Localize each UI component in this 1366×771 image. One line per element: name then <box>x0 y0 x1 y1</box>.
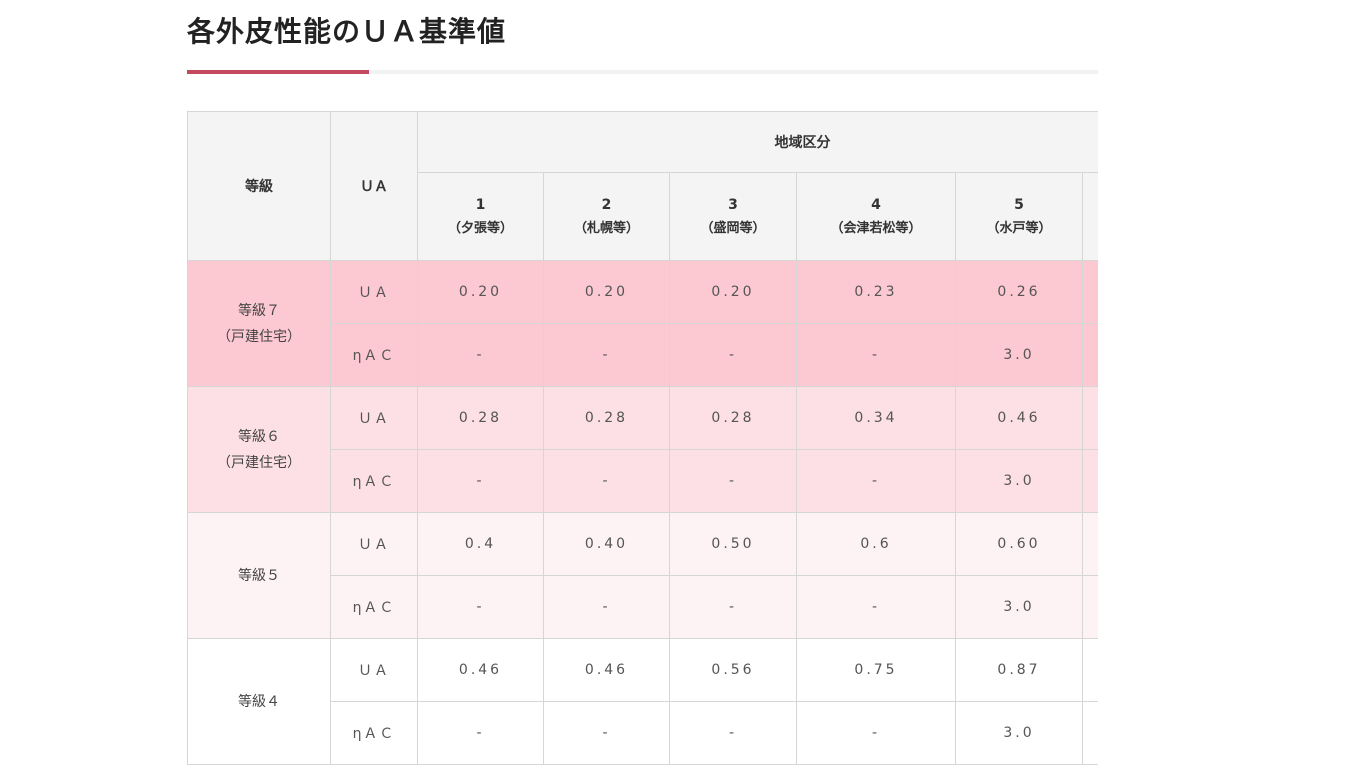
header-ua: ＵＡ <box>330 111 418 261</box>
value-cell: 0.28 <box>669 386 797 450</box>
table-row: 等級４ ＵＡ 0.46 0.46 0.56 0.75 0.87 <box>187 638 1098 765</box>
header-region-6-clipped <box>1082 172 1098 261</box>
metric-label: ηＡＣ <box>330 449 418 513</box>
table-row: 等級６ （戸建住宅） ＵＡ 0.28 0.28 0.28 0.34 0.46 <box>187 386 1098 513</box>
header-region-3: 3 （盛岡等） <box>669 172 797 261</box>
value-cell: 0.40 <box>543 512 670 576</box>
header-region-1: 1 （夕張等） <box>417 172 544 261</box>
value-cell: - <box>543 449 670 513</box>
value-cell: - <box>543 701 670 765</box>
value-cell: 0.56 <box>669 638 797 702</box>
metric-label: ＵＡ <box>330 512 418 576</box>
value-cell: 0.87 <box>955 638 1083 702</box>
value-cell: 3.0 <box>955 575 1083 639</box>
table-row: ηＡＣ - - - - 3.0 <box>188 575 1098 639</box>
table-row: 等級５ ＵＡ 0.4 0.40 0.50 0.6 0.60 <box>187 512 1098 639</box>
value-cell-clipped <box>1082 701 1098 765</box>
region-number: 1 <box>475 196 486 213</box>
value-cell: 0.6 <box>796 512 956 576</box>
table-row: 等級７ （戸建住宅） ＵＡ 0.20 0.20 0.20 0.23 0.26 <box>187 260 1098 387</box>
value-cell: - <box>796 323 956 387</box>
value-cell: 0.20 <box>417 260 544 324</box>
value-cell: 0.34 <box>796 386 956 450</box>
metric-label: ＵＡ <box>330 638 418 702</box>
region-city: （札幌等） <box>573 220 639 236</box>
header-grade: 等級 <box>187 111 331 261</box>
value-cell: 0.60 <box>955 512 1083 576</box>
table-row: ηＡＣ - - - - 3.0 <box>188 323 1098 387</box>
value-cell: 3.0 <box>955 323 1083 387</box>
metric-label: ＵＡ <box>330 260 418 324</box>
value-cell: 0.50 <box>669 512 797 576</box>
value-cell: 0.23 <box>796 260 956 324</box>
table-container: 等級 ＵＡ 地域区分 1 （夕張等） 2 （札幌等） 3 （盛岡等） 4 <box>187 111 1098 771</box>
value-cell: 0.75 <box>796 638 956 702</box>
grade-building-type: （戸建住宅） <box>217 454 301 471</box>
value-cell: 0.46 <box>543 638 670 702</box>
grade-label: 等級７ （戸建住宅） <box>187 260 331 387</box>
value-cell: - <box>796 575 956 639</box>
value-cell: 0.28 <box>417 386 544 450</box>
metric-label: ηＡＣ <box>330 575 418 639</box>
header-region-5: 5 （水戸等） <box>955 172 1083 261</box>
page-title: 各外皮性能のＵＡ基準値 <box>187 15 507 48</box>
value-cell: - <box>417 701 544 765</box>
value-cell: - <box>543 575 670 639</box>
metric-label: ηＡＣ <box>330 701 418 765</box>
grade-name: 等級４ <box>238 693 280 710</box>
region-number: 4 <box>871 196 881 213</box>
value-cell: 0.46 <box>955 386 1083 450</box>
grade-name: 等級６ <box>238 428 280 445</box>
value-cell-clipped <box>1082 260 1098 324</box>
value-cell: - <box>669 449 797 513</box>
value-cell-clipped <box>1082 386 1098 450</box>
value-cell-clipped <box>1082 323 1098 387</box>
region-city: （会津若松等） <box>830 220 922 236</box>
value-cell: 3.0 <box>955 701 1083 765</box>
value-cell: 0.20 <box>543 260 670 324</box>
metric-label: ＵＡ <box>330 386 418 450</box>
value-cell: - <box>669 701 797 765</box>
grade-label: 等級５ <box>187 512 331 639</box>
header-region-group: 地域区分 <box>417 111 1098 173</box>
value-cell: - <box>417 323 544 387</box>
header-region-2: 2 （札幌等） <box>543 172 670 261</box>
grade-label: 等級４ <box>187 638 331 765</box>
value-cell-clipped <box>1082 449 1098 513</box>
region-number: 3 <box>728 196 738 213</box>
value-cell-clipped <box>1082 638 1098 702</box>
metric-label: ηＡＣ <box>330 323 418 387</box>
grade-name: 等級７ <box>238 302 280 319</box>
value-cell: 3.0 <box>955 449 1083 513</box>
region-number: 2 <box>601 196 612 213</box>
region-city: （夕張等） <box>447 220 513 236</box>
region-city: （水戸等） <box>986 220 1052 236</box>
ua-standards-table: 等級 ＵＡ 地域区分 1 （夕張等） 2 （札幌等） 3 （盛岡等） 4 <box>187 111 1098 765</box>
value-cell-clipped <box>1082 512 1098 576</box>
title-underline-accent <box>187 70 369 74</box>
value-cell: 0.20 <box>669 260 797 324</box>
value-cell: - <box>796 449 956 513</box>
value-cell: 0.26 <box>955 260 1083 324</box>
value-cell: - <box>669 323 797 387</box>
value-cell: - <box>796 701 956 765</box>
value-cell: - <box>543 323 670 387</box>
value-cell: - <box>417 575 544 639</box>
table-row: ηＡＣ - - - - 3.0 <box>188 449 1098 513</box>
value-cell: - <box>417 449 544 513</box>
value-cell: 0.46 <box>417 638 544 702</box>
grade-building-type: （戸建住宅） <box>217 328 301 345</box>
title-underline <box>187 70 1098 74</box>
value-cell: 0.28 <box>543 386 670 450</box>
value-cell: - <box>669 575 797 639</box>
value-cell: 0.4 <box>417 512 544 576</box>
region-city: （盛岡等） <box>700 220 766 236</box>
value-cell-clipped <box>1082 575 1098 639</box>
region-number: 5 <box>1014 196 1024 213</box>
table-row: ηＡＣ - - - - 3.0 <box>188 701 1098 765</box>
header-region-4: 4 （会津若松等） <box>796 172 956 261</box>
grade-name: 等級５ <box>238 567 280 584</box>
grade-label: 等級６ （戸建住宅） <box>187 386 331 513</box>
